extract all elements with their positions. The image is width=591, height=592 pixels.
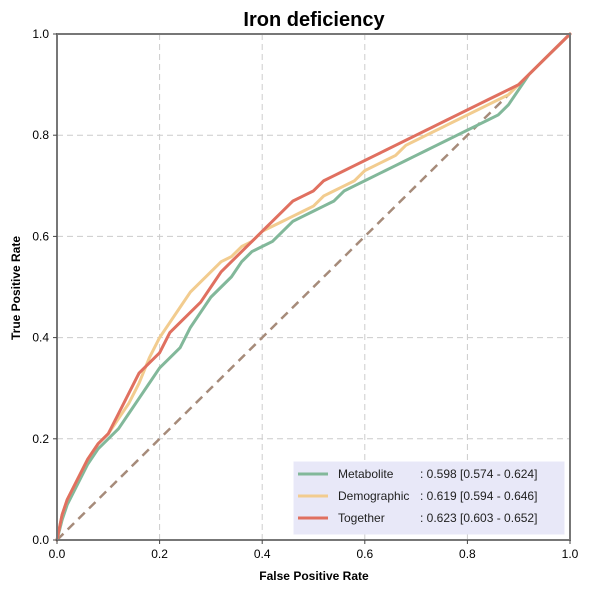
x-axis-title: False Positive Rate [259, 569, 369, 583]
y-tick-label: 0.8 [32, 128, 49, 142]
x-axis-ticks: 0.0 0.2 0.4 0.6 0.8 1.0 [49, 540, 579, 561]
y-tick-label: 1.0 [32, 27, 49, 41]
y-tick-label: 0.2 [32, 432, 49, 446]
chart-title: Iron deficiency [243, 9, 385, 31]
x-tick-label: 0.4 [254, 547, 271, 561]
legend-auc-metabolite: : 0.598 [0.574 - 0.624] [420, 467, 537, 481]
legend-auc-together: : 0.623 [0.603 - 0.652] [420, 511, 537, 525]
x-tick-label: 0.6 [356, 547, 373, 561]
x-tick-label: 1.0 [562, 547, 579, 561]
y-tick-label: 0.4 [32, 331, 49, 345]
y-tick-label: 0.0 [32, 533, 49, 547]
legend-name-demographic: Demographic [338, 489, 409, 503]
legend-name-together: Together [338, 511, 385, 525]
legend-auc-demographic: : 0.619 [0.594 - 0.646] [420, 489, 537, 503]
x-tick-label: 0.8 [459, 547, 476, 561]
y-tick-label: 0.6 [32, 229, 49, 243]
legend: Metabolite : 0.598 [0.574 - 0.624] Demogra… [294, 462, 564, 534]
x-tick-label: 0.0 [49, 547, 66, 561]
x-tick-label: 0.2 [151, 547, 168, 561]
y-axis-title: True Positive Rate [9, 236, 23, 340]
legend-name-metabolite: Metabolite [338, 467, 394, 481]
y-axis-ticks: 0.0 0.2 0.4 0.6 0.8 1.0 [32, 27, 57, 547]
